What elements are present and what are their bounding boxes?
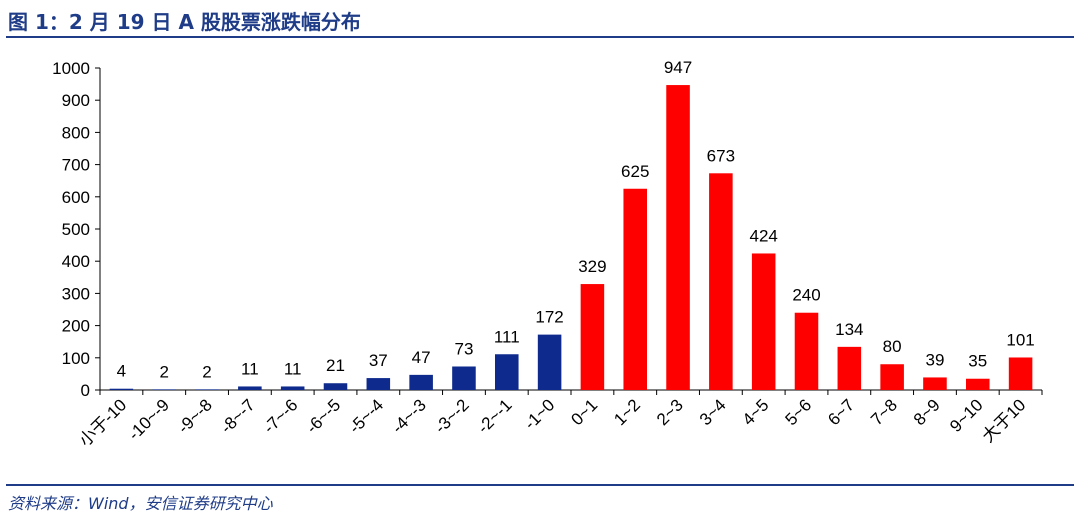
y-tick-label: 500 bbox=[62, 220, 90, 239]
value-label: 111 bbox=[494, 327, 520, 346]
value-label: 947 bbox=[664, 58, 692, 77]
x-tick-label: -4~-3 bbox=[388, 395, 430, 437]
bar bbox=[580, 284, 605, 390]
x-tick-label: 6~7 bbox=[824, 395, 858, 429]
x-tick-label: 7~8 bbox=[867, 395, 901, 429]
x-tick-label: 1~2 bbox=[610, 395, 644, 429]
y-tick-label: 700 bbox=[62, 156, 90, 175]
bar bbox=[709, 173, 733, 390]
x-tick-label: -5~-4 bbox=[345, 395, 387, 437]
y-tick-label: 800 bbox=[62, 123, 90, 142]
value-label: 21 bbox=[326, 356, 345, 375]
x-tick-label: -6~-5 bbox=[302, 395, 344, 437]
x-tick-label: 小于-10 bbox=[75, 395, 130, 450]
value-label: 11 bbox=[241, 359, 259, 378]
value-label: 2 bbox=[202, 362, 211, 381]
value-label: 134 bbox=[835, 320, 863, 339]
bar bbox=[794, 312, 819, 390]
value-label: 424 bbox=[749, 226, 777, 245]
bar bbox=[109, 388, 134, 390]
bar bbox=[880, 364, 904, 390]
value-labels: 4 2 2 11 11 21 37 47 73 111 172 329 625 947 673 424 240 1… bbox=[117, 58, 1035, 381]
x-axis: 小于-10-10~-9 -9~-8 -8~-7 -7~-6 -6~-5 -5~-4 -4~-… bbox=[75, 389, 1043, 450]
value-label: 47 bbox=[412, 348, 431, 367]
source-rule bbox=[6, 484, 1074, 486]
x-tick-label: -7~-6 bbox=[260, 395, 302, 437]
y-axis: 0 100 200 300 400 500 600 700 800 900 1000 bbox=[52, 59, 101, 400]
value-label: 2 bbox=[159, 362, 168, 381]
bars bbox=[109, 85, 1033, 390]
x-tick-label: 大于10 bbox=[979, 395, 1030, 446]
x-tick-label: 4~5 bbox=[739, 395, 773, 429]
x-tick-label: -9~-8 bbox=[174, 395, 216, 437]
y-tick-label: 600 bbox=[62, 188, 90, 207]
bar bbox=[923, 377, 947, 390]
bar bbox=[323, 383, 348, 390]
value-label: 101 bbox=[1006, 330, 1034, 349]
value-label: 39 bbox=[925, 350, 944, 369]
y-tick-label: 1000 bbox=[52, 59, 90, 78]
x-tick-label: -10~-9 bbox=[125, 395, 174, 444]
x-tick-label: 3~4 bbox=[696, 395, 730, 429]
bar bbox=[537, 334, 562, 390]
value-label: 673 bbox=[707, 146, 735, 165]
y-tick-label: 0 bbox=[81, 381, 90, 400]
value-label: 4 bbox=[117, 362, 126, 381]
y-tick-label: 900 bbox=[62, 91, 90, 110]
bar bbox=[965, 378, 990, 390]
y-tick-label: 400 bbox=[62, 252, 90, 271]
title-rule bbox=[6, 36, 1074, 38]
x-tick-label: -8~-7 bbox=[217, 395, 259, 437]
value-label: 329 bbox=[578, 257, 606, 276]
value-label: 11 bbox=[284, 359, 302, 378]
value-label: 240 bbox=[792, 286, 820, 305]
y-tick-label: 300 bbox=[62, 284, 90, 303]
bar bbox=[280, 386, 305, 390]
value-label: 73 bbox=[454, 339, 473, 358]
value-label: 35 bbox=[968, 352, 987, 371]
value-label: 37 bbox=[369, 351, 388, 370]
bar bbox=[623, 188, 648, 390]
x-tick-label: -1~0 bbox=[521, 395, 559, 433]
bar bbox=[366, 378, 391, 390]
value-label: 172 bbox=[535, 308, 563, 327]
value-label: 80 bbox=[883, 337, 902, 356]
bar bbox=[409, 374, 433, 390]
bar bbox=[837, 346, 862, 390]
y-tick-label: 200 bbox=[62, 317, 90, 336]
x-tick-label: 8~9 bbox=[910, 395, 944, 429]
x-tick-label: -2~-1 bbox=[474, 395, 516, 437]
bar bbox=[666, 85, 690, 390]
source-note: 资料来源：Wind，安信证券研究中心 bbox=[8, 494, 273, 513]
value-label: 625 bbox=[621, 162, 649, 181]
x-tick-label: -3~-2 bbox=[431, 395, 473, 437]
bar bbox=[452, 366, 476, 390]
x-tick-label: 2~3 bbox=[653, 395, 687, 429]
bar bbox=[195, 389, 219, 390]
bar bbox=[1008, 357, 1033, 390]
bar bbox=[494, 354, 519, 390]
x-tick-label: 5~6 bbox=[781, 395, 815, 429]
figure-title: 图 1：2 月 19 日 A 股股票涨跌幅分布 bbox=[8, 10, 361, 34]
bar bbox=[751, 253, 776, 390]
x-tick-label: 0~1 bbox=[567, 395, 601, 429]
bar bbox=[152, 389, 177, 390]
bar bbox=[238, 386, 262, 390]
y-tick-label: 100 bbox=[62, 349, 90, 368]
